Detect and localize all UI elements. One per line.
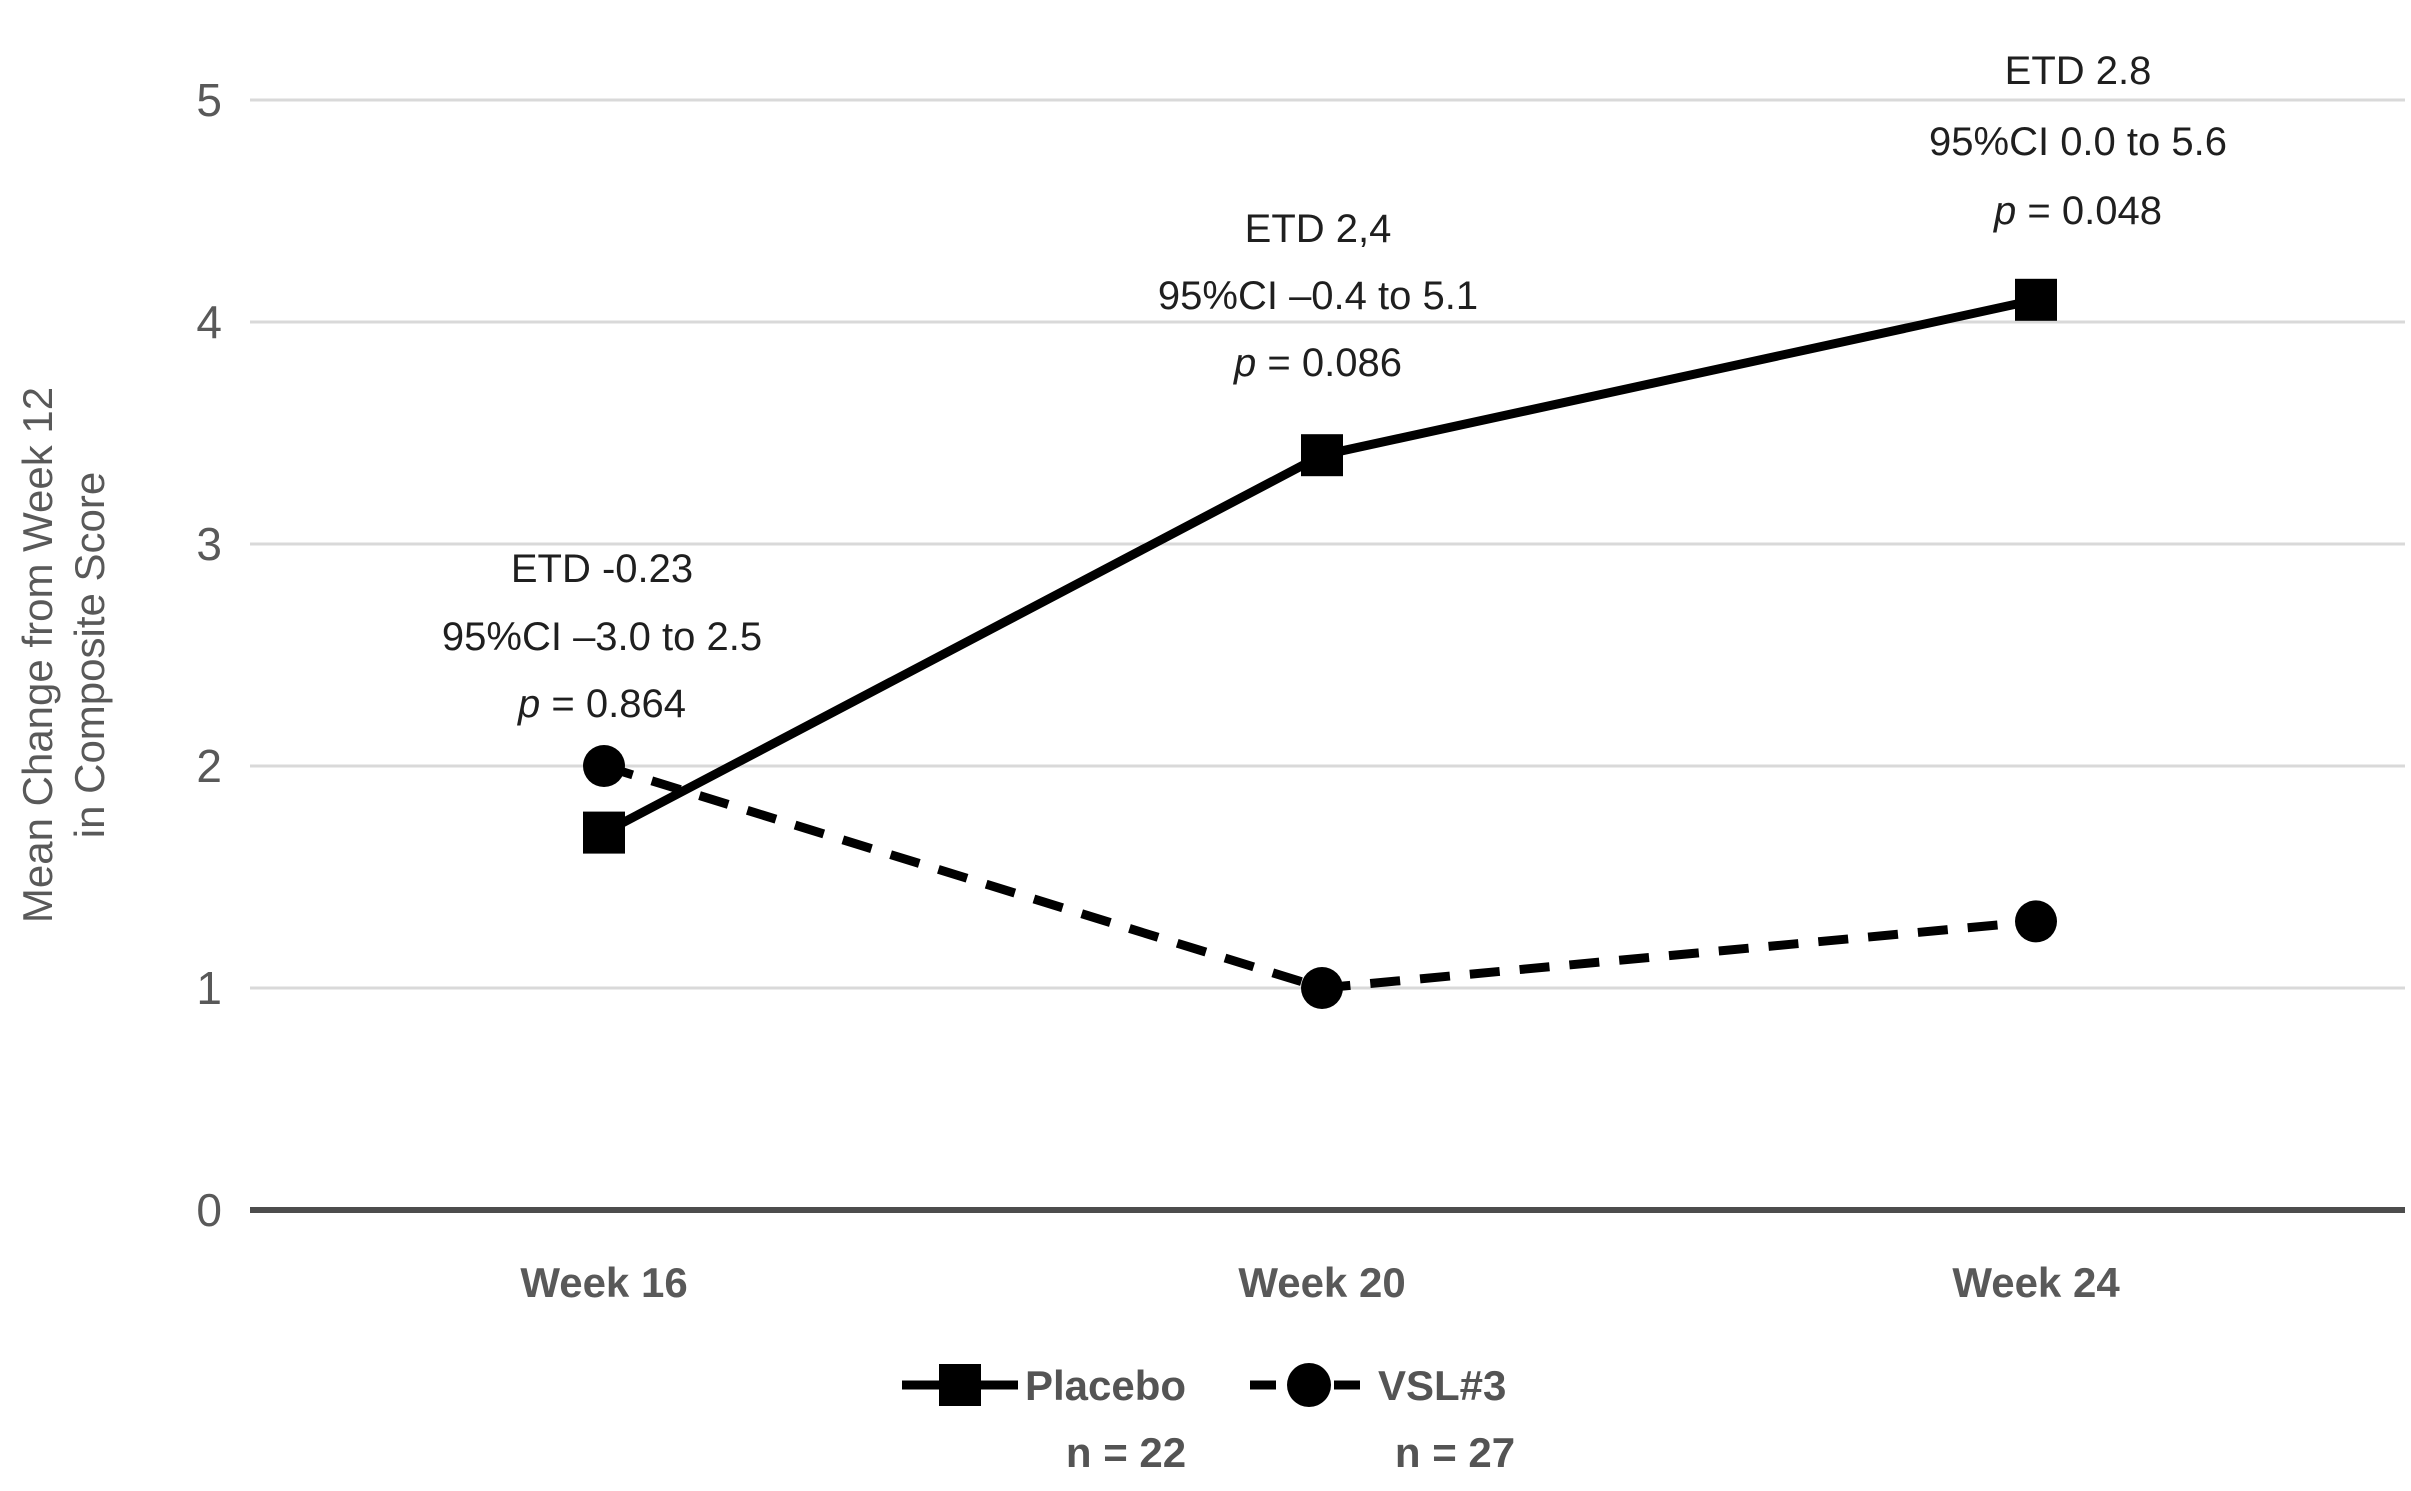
y-tick-2: 2 xyxy=(196,740,222,792)
annotation-week24: ETD 2.8 95%CI 0.0 to 5.6 p = 0.048 xyxy=(1929,49,2227,233)
placebo-square-marker-week16 xyxy=(583,811,625,854)
y-tick-4: 4 xyxy=(196,296,222,348)
annotation-week20-etd: ETD 2,4 xyxy=(1245,207,1392,251)
legend: Placebo n = 22 VSL#3 n = 27 xyxy=(902,1362,1515,1476)
legend-vsl3-circle-marker xyxy=(1287,1363,1331,1407)
legend-vsl3-n: n = 27 xyxy=(1395,1429,1515,1476)
y-tick-0: 0 xyxy=(196,1184,222,1236)
vsl3-line xyxy=(602,761,2037,993)
vsl3-circle-marker-week24 xyxy=(2015,900,2057,943)
annotation-week24-etd: ETD 2.8 xyxy=(2005,49,2152,93)
placebo-markers xyxy=(583,278,2057,854)
annotation-week16-etd: ETD -0.23 xyxy=(511,547,693,591)
legend-placebo-label: Placebo xyxy=(1025,1362,1186,1409)
annotation-week24-p: p = 0.048 xyxy=(1993,189,2162,233)
y-axis-tick-labels: 5 4 3 2 1 0 xyxy=(196,74,222,1236)
legend-item-vsl3: VSL#3 n = 27 xyxy=(1250,1362,1515,1476)
y-axis-title-line2: in Composite Score xyxy=(66,472,113,839)
annotation-week16: ETD -0.23 95%CI –3.0 to 2.5 p = 0.864 xyxy=(442,547,762,726)
annotation-week20-p: p = 0.086 xyxy=(1233,341,1402,385)
series-vsl3 xyxy=(583,745,2057,1009)
y-tick-5: 5 xyxy=(196,74,222,126)
x-label-week24: Week 24 xyxy=(1952,1259,2120,1306)
x-label-week16: Week 16 xyxy=(520,1259,687,1306)
vsl3-circle-marker-week20 xyxy=(1301,967,1343,1009)
legend-placebo-square-marker xyxy=(939,1364,981,1406)
legend-vsl3-label: VSL#3 xyxy=(1378,1362,1506,1409)
x-axis-labels: Week 16 Week 20 Week 24 xyxy=(520,1259,2120,1306)
y-tick-3: 3 xyxy=(196,518,222,570)
annotation-week20-ci: 95%CI –0.4 to 5.1 xyxy=(1158,274,1478,318)
annotation-week16-ci: 95%CI –3.0 to 2.5 xyxy=(442,615,762,659)
placebo-square-marker-week24 xyxy=(2015,278,2057,321)
series-placebo xyxy=(583,278,2057,854)
legend-item-placebo: Placebo n = 22 xyxy=(902,1362,1186,1476)
vsl3-circle-marker-week16 xyxy=(583,745,625,787)
legend-placebo-n: n = 22 xyxy=(1066,1429,1186,1476)
y-axis-title: Mean Change from Week 12 in Composite Sc… xyxy=(14,387,113,923)
x-label-week20: Week 20 xyxy=(1238,1259,1405,1306)
vsl3-markers xyxy=(583,745,2057,1009)
placebo-square-marker-week20 xyxy=(1301,434,1343,477)
annotation-week24-ci: 95%CI 0.0 to 5.6 xyxy=(1929,120,2227,164)
annotation-week20: ETD 2,4 95%CI –0.4 to 5.1 p = 0.086 xyxy=(1158,207,1478,385)
y-axis-title-line1: Mean Change from Week 12 xyxy=(14,387,61,923)
annotation-week16-p: p = 0.864 xyxy=(517,682,686,726)
y-tick-1: 1 xyxy=(196,962,222,1014)
